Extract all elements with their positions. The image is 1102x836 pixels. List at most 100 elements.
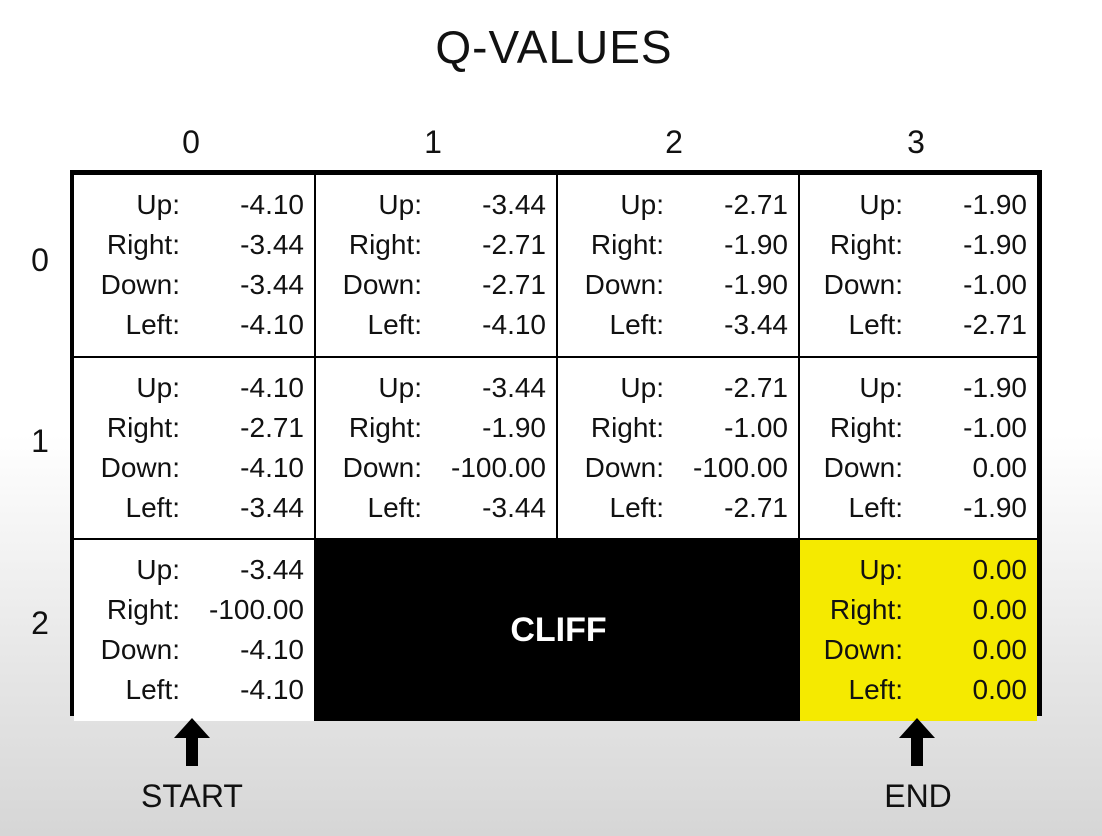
action-label: Left: — [609, 309, 664, 340]
action-label: Left: — [848, 309, 903, 340]
q-entry-down: Down: -3.44 — [74, 265, 314, 305]
q-value: -1.00 — [963, 269, 1027, 300]
q-entry-down: Down: -2.71 — [316, 265, 556, 305]
q-entry-up: Up: -3.44 — [316, 368, 556, 408]
q-entry-right: Right: -2.71 — [74, 408, 314, 448]
row-label-0: 0 — [31, 242, 49, 278]
q-value: -2.71 — [963, 309, 1027, 340]
q-entry-down: Down: -1.90 — [558, 265, 798, 305]
q-entry-left: Left: -3.44 — [558, 305, 798, 345]
q-value: -4.10 — [482, 309, 546, 340]
action-label: Left: — [609, 492, 664, 523]
action-label: Right: — [348, 229, 422, 260]
q-entry-left: Left: -1.90 — [800, 488, 1037, 528]
q-value: -100.00 — [209, 594, 304, 625]
q-entry-left: Left: -4.10 — [74, 670, 314, 710]
q-entry-right: Right: -3.44 — [74, 225, 314, 265]
row-label-2: 2 — [31, 605, 49, 641]
q-entry-up: Up: -1.90 — [800, 368, 1037, 408]
end-state-cell: Up: 0.00 Right: 0.00 Down: 0.00 Left: 0.00 — [800, 540, 1037, 721]
action-label: Down: — [584, 269, 664, 300]
action-label: Down: — [342, 452, 422, 483]
q-value: 0.00 — [972, 634, 1028, 665]
q-entry-down: Down: -1.00 — [800, 265, 1037, 305]
q-value: -2.71 — [724, 372, 788, 403]
action-label: Right: — [348, 412, 422, 443]
q-value: -2.71 — [482, 229, 546, 260]
q-entry-right: Right: -1.00 — [558, 408, 798, 448]
action-label: Right: — [829, 594, 903, 625]
action-label: Right: — [106, 412, 180, 443]
action-label: Right: — [106, 594, 180, 625]
action-label: Down: — [823, 452, 903, 483]
q-value: 0.00 — [972, 452, 1028, 483]
q-entry-down: Down: -100.00 — [558, 448, 798, 488]
state-cell: Up: -3.44 Right: -100.00 Down: -4.10 Left: -4.1… — [74, 540, 316, 721]
action-label: Down: — [100, 452, 180, 483]
q-value: -2.71 — [724, 492, 788, 523]
cliff-region: CLIFF — [316, 540, 801, 721]
action-label: Up: — [859, 189, 903, 220]
action-label: Left: — [367, 309, 422, 340]
q-value: -3.44 — [240, 492, 304, 523]
q-value: -1.90 — [724, 269, 788, 300]
column-label-0: 0 — [182, 124, 200, 160]
action-label: Left: — [367, 492, 422, 523]
q-value: -1.90 — [482, 412, 546, 443]
q-entry-left: Left: -2.71 — [800, 305, 1037, 345]
state-cell: Up: -3.44 Right: -2.71 Down: -2.71 Left: -4.10 — [316, 175, 558, 358]
q-value: -1.90 — [963, 492, 1027, 523]
q-value: -1.00 — [724, 412, 788, 443]
action-label: Down: — [100, 634, 180, 665]
q-entry-down: Down: -100.00 — [316, 448, 556, 488]
action-label: Down: — [342, 269, 422, 300]
q-entry-right: Right: -1.90 — [800, 225, 1037, 265]
q-entry-right: Right: -1.00 — [800, 408, 1037, 448]
action-label: Down: — [823, 634, 903, 665]
q-value: -4.10 — [240, 452, 304, 483]
action-label: Up: — [136, 189, 180, 220]
start-label: START — [141, 778, 243, 814]
action-label: Up: — [859, 372, 903, 403]
action-label: Up: — [620, 372, 664, 403]
column-label-3: 3 — [907, 124, 925, 160]
action-label: Up: — [620, 189, 664, 220]
q-value: -2.71 — [482, 269, 546, 300]
q-entry-left: Left: -3.44 — [316, 488, 556, 528]
action-label: Down: — [823, 269, 903, 300]
column-label-1: 1 — [424, 124, 442, 160]
action-label: Right: — [590, 412, 664, 443]
action-label: Left: — [125, 309, 180, 340]
q-value: -1.90 — [963, 372, 1027, 403]
action-label: Down: — [584, 452, 664, 483]
q-entry-left: Left: -3.44 — [74, 488, 314, 528]
q-value: -2.71 — [240, 412, 304, 443]
q-value: -3.44 — [724, 309, 788, 340]
action-label: Down: — [100, 269, 180, 300]
q-entry-up: Up: -3.44 — [74, 550, 314, 590]
state-cell: Up: -2.71 Right: -1.90 Down: -1.90 Left: -3.44 — [558, 175, 800, 358]
q-entry-down: Down: 0.00 — [800, 448, 1037, 488]
action-label: Left: — [848, 674, 903, 705]
q-value: -3.44 — [482, 372, 546, 403]
q-value: -4.10 — [240, 634, 304, 665]
start-arrow-icon — [174, 718, 210, 766]
q-entry-down: Down: -4.10 — [74, 448, 314, 488]
q-entry-left: Left: 0.00 — [800, 670, 1037, 710]
page-title: Q-VALUES — [435, 21, 673, 73]
row-label-1: 1 — [31, 423, 49, 459]
q-value: -3.44 — [240, 229, 304, 260]
q-value: -4.10 — [240, 309, 304, 340]
action-label: Right: — [106, 229, 180, 260]
q-value: -1.00 — [963, 412, 1027, 443]
q-entry-right: Right: 0.00 — [800, 590, 1037, 630]
q-entry-up: Up: -4.10 — [74, 185, 314, 225]
q-value: -3.44 — [482, 492, 546, 523]
action-label: Up: — [859, 554, 903, 585]
column-label-2: 2 — [665, 124, 683, 160]
q-value: -4.10 — [240, 674, 304, 705]
q-value: -3.44 — [240, 554, 304, 585]
q-entry-up: Up: -1.90 — [800, 185, 1037, 225]
q-entry-up: Up: -2.71 — [558, 368, 798, 408]
q-entry-right: Right: -100.00 — [74, 590, 314, 630]
